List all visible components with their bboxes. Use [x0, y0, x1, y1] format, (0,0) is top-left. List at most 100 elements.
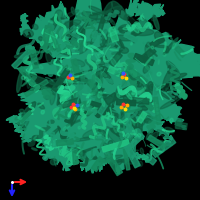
Polygon shape [124, 32, 146, 47]
Ellipse shape [141, 78, 148, 92]
Ellipse shape [40, 41, 44, 46]
Ellipse shape [128, 141, 133, 155]
Ellipse shape [50, 159, 57, 165]
Ellipse shape [111, 35, 135, 41]
Ellipse shape [59, 65, 61, 75]
Ellipse shape [46, 128, 59, 141]
Polygon shape [117, 99, 136, 106]
Ellipse shape [163, 38, 178, 55]
Ellipse shape [166, 61, 180, 76]
Ellipse shape [86, 93, 93, 98]
Ellipse shape [150, 149, 155, 155]
Ellipse shape [131, 90, 137, 94]
Ellipse shape [97, 76, 102, 92]
Ellipse shape [136, 77, 141, 87]
Ellipse shape [18, 116, 22, 119]
Ellipse shape [116, 160, 122, 165]
Ellipse shape [98, 50, 103, 55]
Polygon shape [126, 113, 132, 133]
Ellipse shape [146, 129, 153, 139]
Ellipse shape [95, 70, 100, 77]
Polygon shape [74, 148, 85, 156]
Ellipse shape [172, 43, 176, 49]
Ellipse shape [163, 142, 175, 150]
Ellipse shape [138, 19, 147, 27]
Ellipse shape [132, 25, 139, 33]
Ellipse shape [95, 91, 106, 96]
Ellipse shape [45, 133, 49, 139]
Ellipse shape [17, 71, 23, 92]
Ellipse shape [14, 51, 39, 58]
Ellipse shape [78, 28, 85, 48]
Ellipse shape [71, 149, 90, 159]
Ellipse shape [172, 73, 187, 79]
Ellipse shape [99, 50, 123, 59]
Ellipse shape [163, 53, 166, 56]
Ellipse shape [145, 57, 152, 65]
Ellipse shape [119, 105, 128, 117]
Ellipse shape [112, 152, 115, 154]
Polygon shape [102, 140, 129, 152]
Ellipse shape [160, 97, 181, 109]
Ellipse shape [165, 127, 174, 133]
Ellipse shape [125, 87, 131, 91]
Ellipse shape [67, 138, 71, 148]
Ellipse shape [73, 94, 80, 115]
Polygon shape [72, 149, 78, 164]
Ellipse shape [77, 42, 91, 54]
Ellipse shape [27, 76, 35, 84]
Ellipse shape [155, 32, 164, 43]
Ellipse shape [125, 73, 132, 95]
Ellipse shape [134, 111, 139, 116]
Ellipse shape [152, 140, 172, 146]
Polygon shape [144, 154, 157, 165]
Polygon shape [106, 155, 123, 176]
Ellipse shape [94, 123, 98, 129]
Ellipse shape [99, 51, 120, 65]
Ellipse shape [166, 88, 177, 99]
Ellipse shape [135, 109, 143, 115]
Ellipse shape [45, 15, 59, 36]
Ellipse shape [75, 22, 88, 38]
Ellipse shape [42, 39, 50, 49]
Polygon shape [124, 145, 140, 168]
Ellipse shape [97, 88, 103, 100]
Ellipse shape [75, 33, 83, 52]
Polygon shape [109, 52, 122, 67]
Ellipse shape [111, 30, 123, 48]
Polygon shape [108, 66, 121, 76]
Ellipse shape [151, 46, 154, 49]
Ellipse shape [23, 30, 33, 37]
Ellipse shape [123, 64, 135, 74]
Ellipse shape [132, 29, 154, 36]
Ellipse shape [49, 79, 63, 85]
Ellipse shape [83, 129, 101, 138]
Ellipse shape [144, 116, 153, 122]
Ellipse shape [158, 60, 159, 64]
Ellipse shape [125, 14, 139, 31]
Ellipse shape [168, 65, 171, 74]
Polygon shape [141, 47, 156, 61]
Ellipse shape [108, 140, 113, 146]
Ellipse shape [116, 114, 124, 121]
Ellipse shape [74, 69, 98, 75]
Polygon shape [175, 46, 186, 57]
Ellipse shape [50, 18, 64, 20]
Ellipse shape [85, 77, 90, 86]
Ellipse shape [125, 87, 136, 102]
Polygon shape [153, 79, 162, 96]
Polygon shape [121, 133, 144, 155]
Ellipse shape [94, 89, 104, 96]
Ellipse shape [137, 81, 143, 87]
Polygon shape [50, 132, 56, 147]
Ellipse shape [92, 19, 113, 23]
Ellipse shape [118, 25, 128, 31]
Ellipse shape [31, 84, 35, 90]
Ellipse shape [156, 84, 165, 90]
Polygon shape [147, 135, 166, 149]
Ellipse shape [58, 94, 60, 109]
Ellipse shape [141, 15, 144, 20]
Polygon shape [104, 93, 118, 105]
Ellipse shape [65, 21, 81, 30]
Polygon shape [6, 0, 200, 174]
